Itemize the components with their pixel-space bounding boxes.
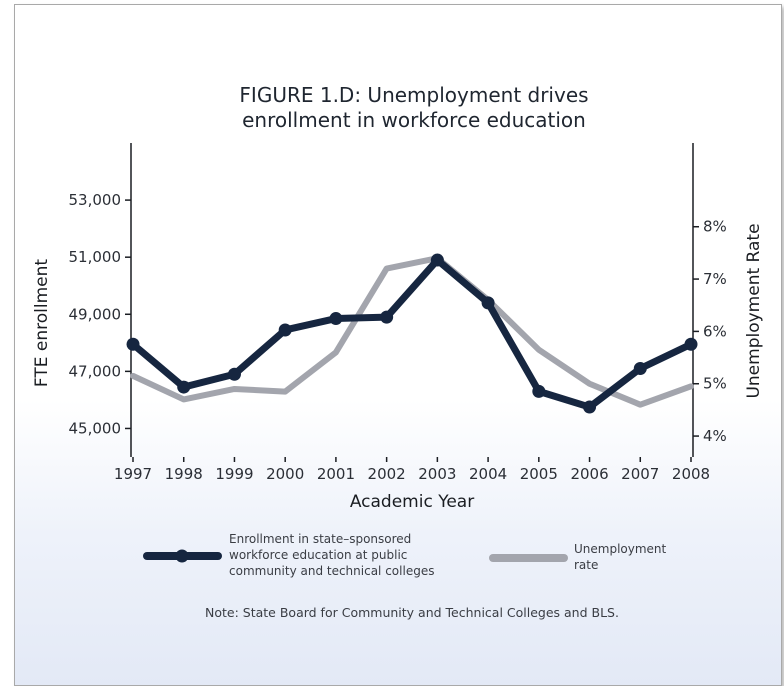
x-tick-label: 1999 — [215, 465, 253, 483]
unemployment-series-line — [130, 255, 694, 408]
legend-enrollment-marker — [175, 549, 189, 563]
right-axis-title: Unemployment Rate — [744, 223, 764, 398]
chart-title-line-2: enrollment in workforce education — [242, 108, 586, 132]
x-tick-label: 2008 — [672, 465, 710, 483]
x-tick-label: 1998 — [165, 465, 203, 483]
x-tick-label: 2006 — [570, 465, 608, 483]
left-tick-label: 51,000 — [69, 248, 122, 266]
x-tick-label: 2005 — [520, 465, 558, 483]
right-tick-label: 7% — [703, 270, 727, 288]
x-tick-label: 2002 — [368, 465, 406, 483]
chart-title-line-1: FIGURE 1.D: Unemployment drives — [239, 83, 588, 107]
enrollment-data-point — [380, 310, 394, 324]
enrollment-data-point — [126, 337, 140, 351]
right-tick-label: 6% — [703, 322, 727, 340]
x-tick-label: 2007 — [621, 465, 659, 483]
source-note: Note: State Board for Community and Tech… — [205, 605, 619, 620]
right-axis-ticks: 4% 5% 6% 7% 8% — [693, 218, 727, 445]
left-tick-label: 45,000 — [69, 419, 122, 437]
enrollment-data-point — [532, 384, 546, 398]
x-axis-ticks: 1997 1998 1999 2000 2001 2002 2003 2004 2005 2006… — [114, 457, 710, 483]
enrollment-series-line — [129, 256, 695, 411]
series-layer — [126, 253, 698, 414]
enrollment-data-point — [329, 312, 343, 326]
legend-enrollment-line-3: community and technical colleges — [229, 564, 434, 578]
left-tick-label: 47,000 — [69, 362, 122, 380]
x-axis-title: Academic Year — [350, 492, 474, 512]
x-tick-label: 2000 — [266, 465, 304, 483]
legend-unemployment-line-2: rate — [574, 558, 598, 572]
right-tick-label: 4% — [703, 427, 727, 445]
legend-enrollment-line-2: workforce education at public — [229, 548, 407, 562]
line-chart: FIGURE 1.D: Unemployment drives enrollme… — [32, 83, 764, 620]
enrollment-data-point — [684, 337, 698, 351]
left-tick-label: 53,000 — [69, 191, 122, 209]
enrollment-data-point — [177, 380, 191, 394]
left-axis-ticks: 45,000 47,000 49,000 51,000 53,000 — [69, 191, 131, 437]
x-tick-label: 1997 — [114, 465, 152, 483]
legend-enrollment-line-1: Enrollment in state–sponsored — [229, 532, 411, 546]
enrollment-data-point — [227, 367, 241, 381]
enrollment-data-point — [430, 253, 444, 267]
x-tick-label: 2003 — [418, 465, 456, 483]
left-axis-title: FTE enrollment — [32, 259, 52, 387]
enrollment-data-point — [278, 323, 292, 337]
x-tick-label: 2004 — [469, 465, 507, 483]
enrollment-data-point — [481, 296, 495, 310]
x-tick-label: 2001 — [317, 465, 355, 483]
figure-panel: FIGURE 1.D: Unemployment drives enrollme… — [14, 4, 782, 686]
left-tick-label: 49,000 — [69, 305, 122, 323]
enrollment-data-point — [633, 362, 647, 376]
right-tick-label: 5% — [703, 375, 727, 393]
right-tick-label: 8% — [703, 218, 727, 236]
enrollment-data-point — [583, 400, 597, 414]
legend-unemployment-line-1: Unemployment — [574, 542, 667, 556]
